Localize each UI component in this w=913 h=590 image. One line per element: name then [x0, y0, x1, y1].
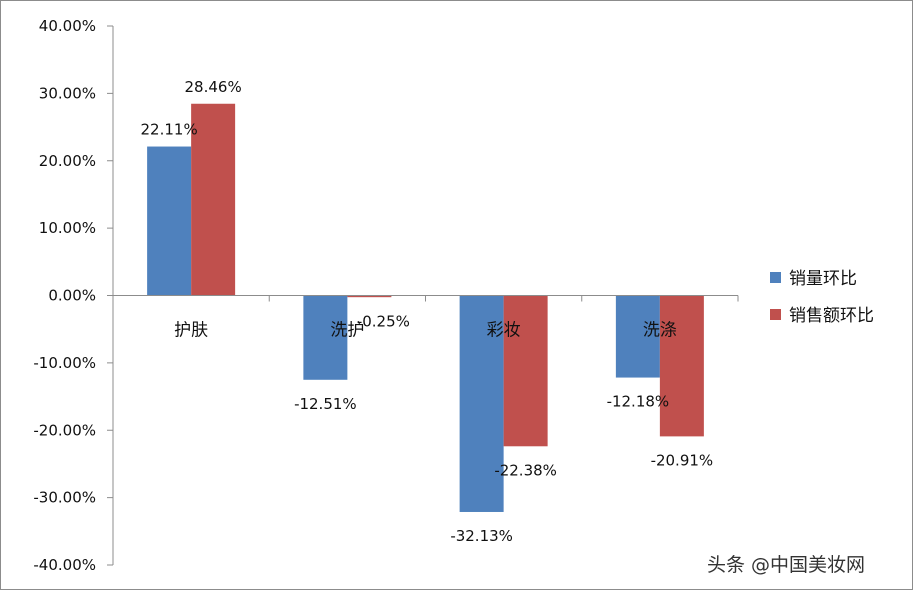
legend-swatch-1 — [770, 272, 781, 283]
y-tick-label: -40.00% — [33, 556, 96, 574]
y-tick-label: 0.00% — [48, 287, 96, 305]
bar-2-4 — [659, 295, 704, 437]
data-labels: 22.11% -12.51% -32.13% -12.18% 28.46% -0.25% -… — [141, 78, 714, 545]
bar-1-3 — [459, 295, 504, 512]
data-label-1-4: -12.18% — [607, 393, 670, 411]
data-label-1-2: -12.51% — [294, 395, 357, 413]
y-tick-label: -20.00% — [33, 421, 96, 439]
category-label: 彩妆 — [487, 321, 521, 341]
data-label-1-3: -32.13% — [450, 527, 513, 545]
bar-2-2 — [347, 295, 392, 298]
data-label-2-2: -0.25% — [357, 313, 410, 331]
y-tick-label: 10.00% — [39, 219, 96, 237]
y-tick-label: 20.00% — [39, 152, 96, 170]
legend-label-2: 销售额环比 — [789, 306, 874, 326]
category-label: 护肤 — [174, 321, 208, 341]
watermark: 头条 @中国美妆网 — [707, 554, 865, 576]
category-label: 洗护 — [330, 321, 364, 341]
legend-swatch-2 — [770, 309, 781, 320]
bar-1-4 — [615, 295, 660, 378]
category-label: 洗涤 — [643, 321, 677, 341]
data-label-1-1: 22.11% — [141, 121, 198, 139]
bars — [147, 103, 704, 512]
x-axis — [112, 295, 739, 302]
y-tick-label: 40.00% — [39, 17, 96, 35]
bar-1-2 — [303, 295, 348, 380]
bar-2-3 — [503, 295, 548, 447]
y-tick-label: 30.00% — [39, 84, 96, 102]
y-tick-label: -10.00% — [33, 354, 96, 372]
data-label-2-4: -20.91% — [651, 451, 714, 469]
category-labels: 护肤 洗护 彩妆 洗涤 — [174, 321, 677, 341]
y-tick-label: -30.00% — [33, 489, 96, 507]
data-label-2-3: -22.38% — [494, 461, 557, 479]
legend-label-1: 销量环比 — [789, 269, 857, 289]
bar-1-1 — [147, 146, 192, 296]
bar-2-1 — [191, 103, 236, 296]
data-label-2-1: 28.46% — [185, 78, 242, 96]
y-axis: 40.00% 30.00% 20.00% 10.00% 0.00% -10.00% -20.… — [33, 17, 114, 574]
